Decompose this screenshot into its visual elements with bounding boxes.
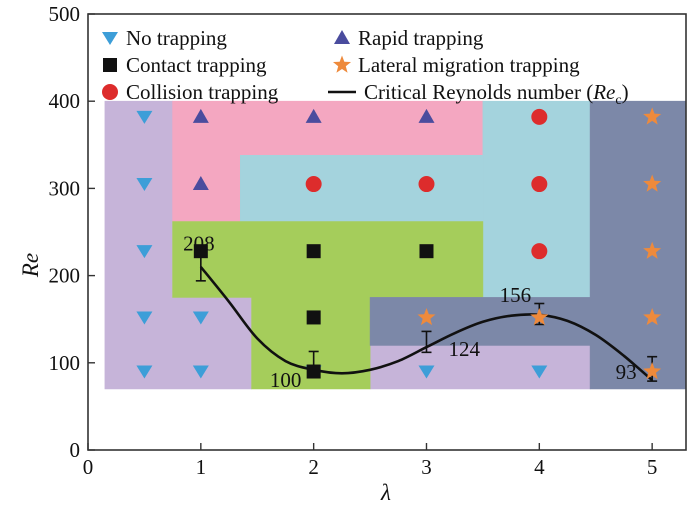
point-contact-2 xyxy=(419,244,434,259)
point-lateral-1 xyxy=(643,174,662,192)
point-lateral-4 xyxy=(530,307,549,326)
point-lateral-3 xyxy=(417,307,436,326)
legend-label-collision: Collision trapping xyxy=(126,80,279,104)
point-rapid-1 xyxy=(305,108,322,123)
legend-label-curve: Critical Reynolds number (Rec) xyxy=(364,80,629,108)
point-no-2 xyxy=(136,245,153,259)
point-collision-1 xyxy=(305,176,322,193)
point-contact-3 xyxy=(306,310,321,325)
point-no-5 xyxy=(136,365,153,379)
y-tick-label-500: 500 xyxy=(49,2,81,26)
plot-area xyxy=(87,13,687,451)
point-no-6 xyxy=(192,365,209,379)
point-no-1 xyxy=(136,178,153,192)
point-no-4 xyxy=(192,311,209,325)
x-tick-label-4: 4 xyxy=(534,455,545,479)
point-rapid-0 xyxy=(192,108,209,123)
legend-swatch-no xyxy=(102,32,118,45)
legend-label-rapid: Rapid trapping xyxy=(358,26,484,50)
y-tick-label-400: 400 xyxy=(49,89,81,113)
point-contact-0 xyxy=(193,244,208,259)
point-lateral-0 xyxy=(643,107,662,125)
y-axis-title: Re xyxy=(18,253,43,278)
x-tick-label-2: 2 xyxy=(308,455,319,479)
critical-label-156: 156 xyxy=(500,283,532,307)
point-rapid-2 xyxy=(418,108,435,123)
legend-swatch-contact xyxy=(103,58,117,72)
critical-label-100: 100 xyxy=(270,368,302,392)
data-labels: 208 100 124 156 93 xyxy=(183,232,637,392)
legend-swatch-lateral xyxy=(332,55,352,73)
point-lateral-2 xyxy=(643,241,662,259)
point-collision-2 xyxy=(418,176,435,193)
y-tick-label-100: 100 xyxy=(49,351,81,375)
point-no-3 xyxy=(136,311,153,325)
legend-label-lateral: Lateral migration trapping xyxy=(358,53,580,77)
x-tick-label-5: 5 xyxy=(647,455,658,479)
point-lateral-5 xyxy=(643,307,662,326)
axes: 0 1 2 3 4 5 0 100 200 300 400 500 xyxy=(49,2,658,479)
region-lateral-5 xyxy=(589,100,687,390)
legend-swatch-collision xyxy=(102,84,118,100)
point-rapid-3 xyxy=(192,176,209,191)
critical-label-93: 93 xyxy=(616,360,637,384)
x-axis-title: λ xyxy=(380,480,391,505)
legend-label-no: No trapping xyxy=(126,26,227,50)
x-tick-label-0: 0 xyxy=(83,455,94,479)
x-tick-label-1: 1 xyxy=(196,455,207,479)
y-tick-label-200: 200 xyxy=(49,264,81,288)
legend-swatch-rapid xyxy=(334,30,350,44)
data-points xyxy=(136,107,662,380)
point-collision-0 xyxy=(531,108,548,125)
point-contact-1 xyxy=(306,244,321,259)
critical-label-124: 124 xyxy=(448,337,480,361)
y-tick-label-0: 0 xyxy=(70,438,81,462)
point-collision-3 xyxy=(531,176,548,193)
legend: No trapping Rapid trapping Contact trappin… xyxy=(102,26,629,108)
x-tick-label-3: 3 xyxy=(421,455,432,479)
point-no-8 xyxy=(418,365,435,379)
legend-label-contact: Contact trapping xyxy=(126,53,267,77)
point-collision-4 xyxy=(531,243,548,260)
region-no-1 xyxy=(369,345,591,390)
point-contact-4 xyxy=(306,364,321,379)
plot-frame xyxy=(87,13,687,451)
point-no-9 xyxy=(531,365,548,379)
region-contact-4 xyxy=(172,221,484,390)
point-lateral-6 xyxy=(643,362,662,380)
critical-label-208: 208 xyxy=(183,232,215,256)
y-tick-label-300: 300 xyxy=(49,176,81,200)
point-no-0 xyxy=(136,110,153,124)
